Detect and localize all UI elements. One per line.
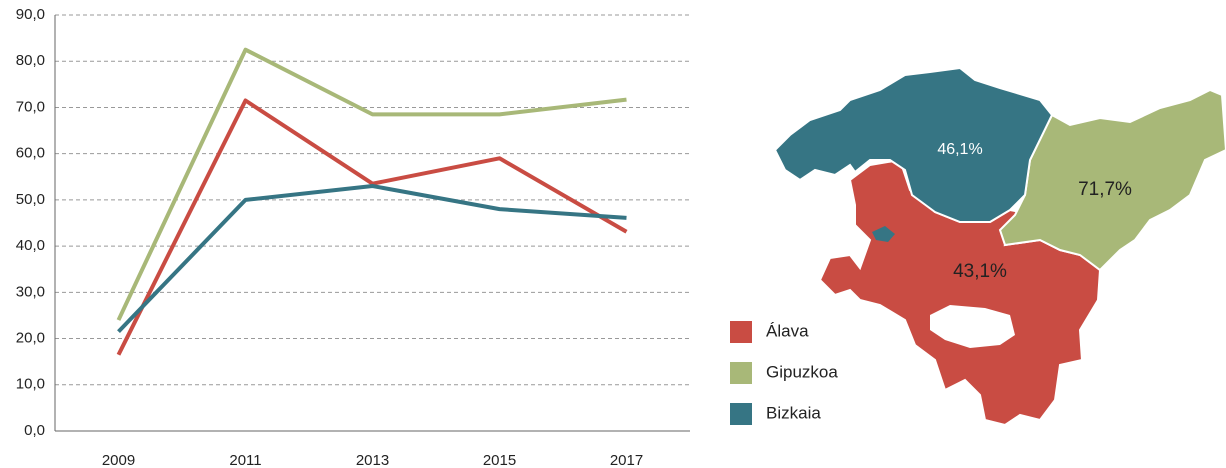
map-region (998, 88, 1226, 272)
x-tick-label: 2009 (102, 452, 135, 468)
series-line (117, 184, 627, 334)
map-islet (872, 226, 895, 242)
legend-label: Bizkaia (766, 403, 821, 422)
y-tick-label: 0,0 (24, 422, 45, 439)
legend-label: Gipuzkoa (766, 362, 838, 381)
y-tick-label: 50,0 (16, 191, 45, 208)
y-tick-label: 40,0 (16, 237, 45, 254)
legend-label: Álava (766, 321, 809, 340)
y-tick-label: 20,0 (16, 330, 45, 347)
y-tick-label: 10,0 (16, 376, 45, 393)
x-tick-label: 2015 (483, 452, 516, 468)
map-region (773, 66, 1054, 223)
x-tick-label: 2011 (229, 452, 261, 468)
region-label: 43,1% (953, 261, 1007, 282)
legend-swatch (730, 403, 752, 425)
series-line (116, 98, 628, 356)
y-tick-label: 90,0 (16, 6, 45, 23)
legend-swatch (730, 362, 752, 384)
x-tick-label: 2017 (610, 452, 643, 468)
region-label: 71,7% (1078, 179, 1132, 200)
legend-swatch (730, 321, 752, 343)
y-tick-label: 70,0 (16, 98, 45, 115)
y-tick-label: 30,0 (16, 283, 45, 300)
x-tick-label: 2013 (356, 452, 389, 468)
y-tick-label: 80,0 (16, 52, 45, 69)
y-tick-label: 60,0 (16, 145, 45, 162)
region-label: 46,1% (937, 141, 982, 158)
map-hole (930, 305, 1015, 348)
series-line (116, 47, 627, 321)
